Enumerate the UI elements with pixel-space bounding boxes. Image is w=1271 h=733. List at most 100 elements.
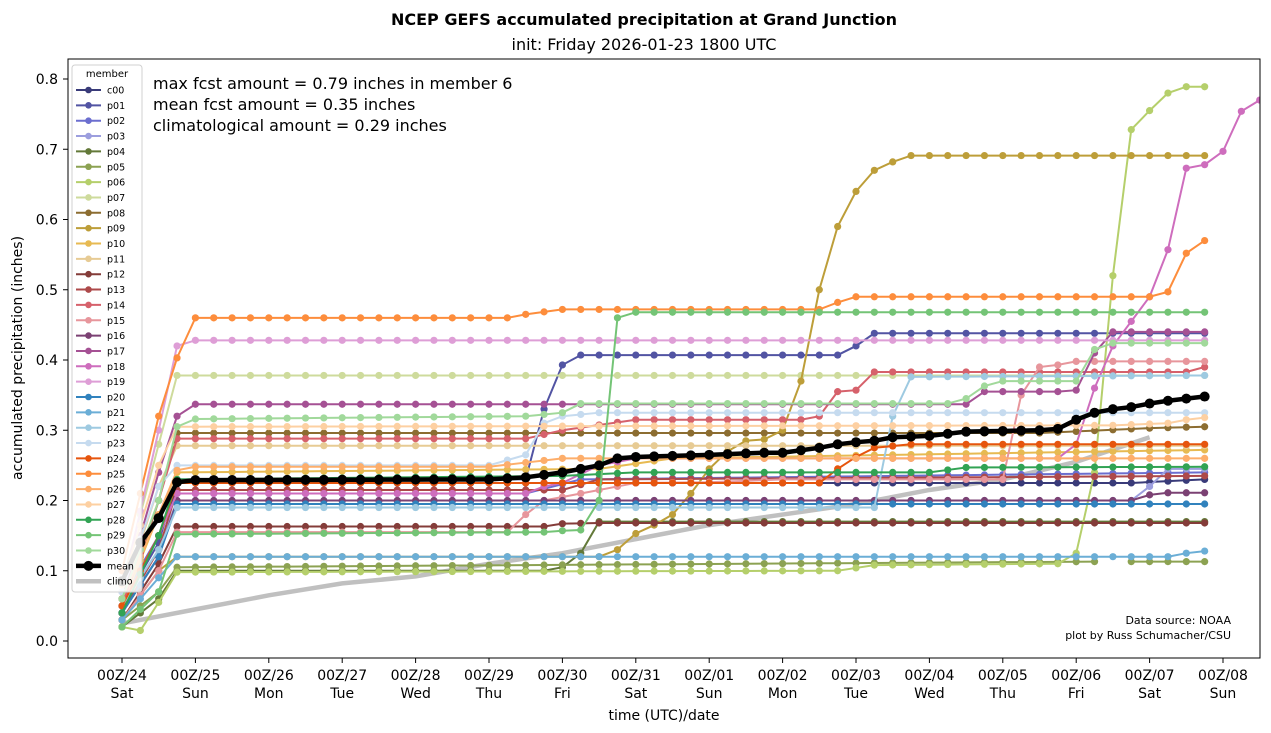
data-point-p26 [962, 454, 970, 462]
data-point-mean [612, 453, 623, 464]
data-point-mean [172, 477, 183, 488]
series-line-p04 [121, 520, 1205, 628]
data-point-p05 [687, 560, 695, 568]
data-point-p12 [338, 522, 346, 531]
legend-marker [85, 378, 92, 385]
data-point-p29 [1109, 308, 1117, 316]
legend-label: climo [107, 577, 133, 588]
data-point-p26 [1164, 454, 1172, 462]
data-point-p27 [412, 422, 420, 430]
data-point-p10 [1017, 449, 1025, 457]
data-point-p21 [412, 553, 420, 561]
data-point-p24 [687, 479, 695, 487]
legend-label: p23 [107, 439, 125, 450]
data-point-p25 [1054, 293, 1062, 301]
data-point-p22 [338, 503, 346, 512]
data-point-p16 [1182, 489, 1190, 497]
data-point-p09 [687, 489, 695, 498]
data-point-p01 [1090, 329, 1099, 337]
data-point-p26 [980, 454, 989, 462]
data-point-p26 [1035, 454, 1044, 462]
data-point-p10 [1035, 448, 1044, 457]
data-point-p18 [283, 489, 291, 498]
data-point-p28 [632, 468, 640, 476]
data-point-p24 [980, 440, 989, 448]
data-point-p06 [558, 567, 567, 575]
data-point-p25 [834, 298, 842, 306]
data-point-p11 [613, 442, 622, 450]
data-point-p06 [1054, 560, 1062, 568]
y-tick-label: 0.2 [36, 494, 58, 510]
x-tick-day: Thu [989, 686, 1016, 702]
legend-label: p19 [107, 377, 125, 388]
data-point-p30 [412, 413, 420, 421]
data-point-p22 [173, 503, 181, 512]
data-point-p26 [210, 463, 218, 471]
data-point-p12 [1072, 519, 1080, 527]
data-point-p26 [1090, 454, 1099, 462]
data-point-mean [630, 451, 641, 462]
data-point-p25 [925, 293, 934, 301]
data-point-p01 [834, 351, 842, 359]
data-point-p29 [558, 527, 567, 535]
x-tick-day: Tue [329, 686, 354, 702]
data-point-p17 [412, 400, 420, 408]
data-point-p29 [1090, 308, 1099, 316]
data-point-p25 [356, 314, 365, 322]
data-point-p15 [1109, 357, 1117, 366]
data-point-p05 [228, 563, 236, 571]
data-point-p15 [1127, 357, 1135, 366]
data-point-p17 [430, 400, 438, 408]
data-point-p27 [1201, 414, 1209, 422]
data-point-p23 [613, 409, 622, 417]
data-point-p28 [155, 532, 163, 540]
data-point-p08 [467, 429, 475, 437]
data-point-p22 [448, 503, 456, 512]
data-point-p30 [393, 413, 401, 421]
data-point-p12 [430, 522, 438, 531]
data-point-p21 [613, 553, 622, 561]
legend-label: p12 [107, 270, 125, 281]
data-point-p24 [705, 479, 713, 487]
x-tick-day: Sat [624, 686, 647, 702]
data-point-p05 [430, 562, 438, 570]
data-point-p06 [723, 567, 732, 575]
data-point-p26 [925, 454, 934, 462]
data-point-p12 [246, 522, 255, 531]
y-axis-label: accumulated precipitation (inches) [10, 236, 26, 480]
data-point-p21 [907, 553, 915, 561]
x-tick-day: Mon [768, 686, 798, 702]
data-point-p11 [412, 442, 420, 450]
data-point-p24 [632, 479, 640, 487]
data-point-p29 [467, 528, 475, 537]
data-point-p28 [1182, 463, 1190, 471]
data-point-p10 [1109, 447, 1117, 455]
data-point-p23 [980, 409, 989, 417]
x-tick-label: 00Z/02 [758, 668, 808, 684]
legend-label: p11 [107, 254, 125, 265]
data-point-p07 [228, 371, 236, 380]
legend-marker [85, 132, 92, 140]
data-point-p28 [870, 468, 878, 476]
data-point-p06 [393, 568, 401, 576]
data-point-p06 [1201, 83, 1209, 91]
data-point-p15 [999, 475, 1007, 484]
data-point-p26 [1017, 454, 1025, 462]
x-tick-label: 00Z/01 [684, 668, 734, 684]
data-point-p08 [870, 429, 878, 437]
data-point-p21 [228, 553, 236, 561]
data-point-p19 [173, 342, 181, 350]
data-point-p24 [1164, 440, 1172, 448]
data-point-p01 [962, 329, 970, 337]
data-point-p07 [301, 371, 310, 380]
data-point-p08 [503, 429, 511, 437]
legend-label: p16 [107, 331, 125, 342]
data-point-p27 [1146, 420, 1154, 428]
data-point-mean [355, 474, 366, 485]
data-point-p29 [925, 308, 934, 316]
legend-label: p17 [107, 346, 125, 357]
data-point-p30 [210, 415, 218, 423]
data-point-p12 [558, 520, 567, 528]
legend-marker [85, 316, 92, 324]
data-point-p11 [246, 442, 255, 450]
